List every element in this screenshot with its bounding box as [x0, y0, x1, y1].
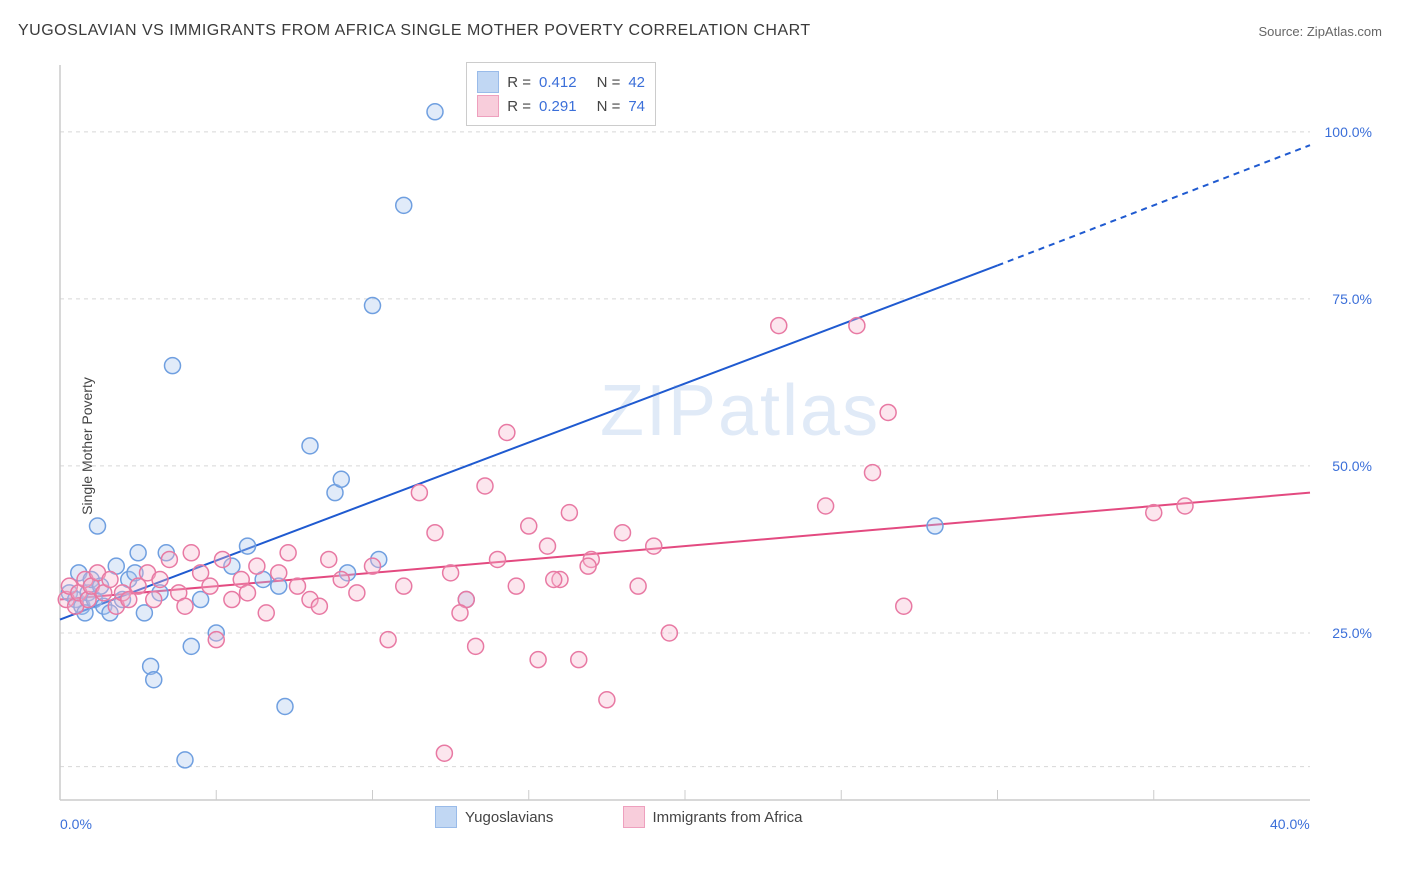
y-tick-label: 75.0% [1332, 291, 1372, 307]
chart-container: YUGOSLAVIAN VS IMMIGRANTS FROM AFRICA SI… [0, 0, 1406, 892]
n-label: N = [597, 74, 621, 91]
plot-area: ZIPatlas 25.0%50.0%75.0%100.0% 0.0%40.0%… [50, 60, 1380, 830]
legend-label: Immigrants from Africa [653, 809, 803, 826]
y-tick-label: 100.0% [1325, 124, 1372, 140]
x-tick-label: 40.0% [1270, 816, 1310, 832]
n-value: 74 [628, 98, 645, 115]
legend-swatch-icon [477, 71, 499, 93]
r-value: 0.291 [539, 98, 577, 115]
r-label: R = [507, 98, 531, 115]
n-label: N = [597, 98, 621, 115]
y-tick-label: 25.0% [1332, 625, 1372, 641]
legend-label: Yugoslavians [465, 809, 553, 826]
legend-row: R = 0.412 N = 42 [477, 71, 645, 93]
source-label: Source: [1258, 24, 1306, 39]
chart-svg [50, 60, 1380, 830]
legend-swatch-icon [477, 95, 499, 117]
series-legend-yugoslavians: Yugoslavians [435, 806, 553, 828]
x-tick-label: 0.0% [60, 816, 92, 832]
chart-title: YUGOSLAVIAN VS IMMIGRANTS FROM AFRICA SI… [18, 22, 811, 40]
r-label: R = [507, 74, 531, 91]
correlation-legend: R = 0.412 N = 42 R = 0.291 N = 74 [466, 62, 656, 126]
source-name: ZipAtlas.com [1307, 24, 1382, 39]
y-tick-label: 50.0% [1332, 458, 1372, 474]
legend-row: R = 0.291 N = 74 [477, 95, 645, 117]
r-value: 0.412 [539, 74, 577, 91]
n-value: 42 [628, 74, 645, 91]
legend-swatch-icon [435, 806, 457, 828]
series-legend-immigrants-africa: Immigrants from Africa [623, 806, 803, 828]
source-attribution: Source: ZipAtlas.com [1258, 24, 1382, 39]
legend-swatch-icon [623, 806, 645, 828]
